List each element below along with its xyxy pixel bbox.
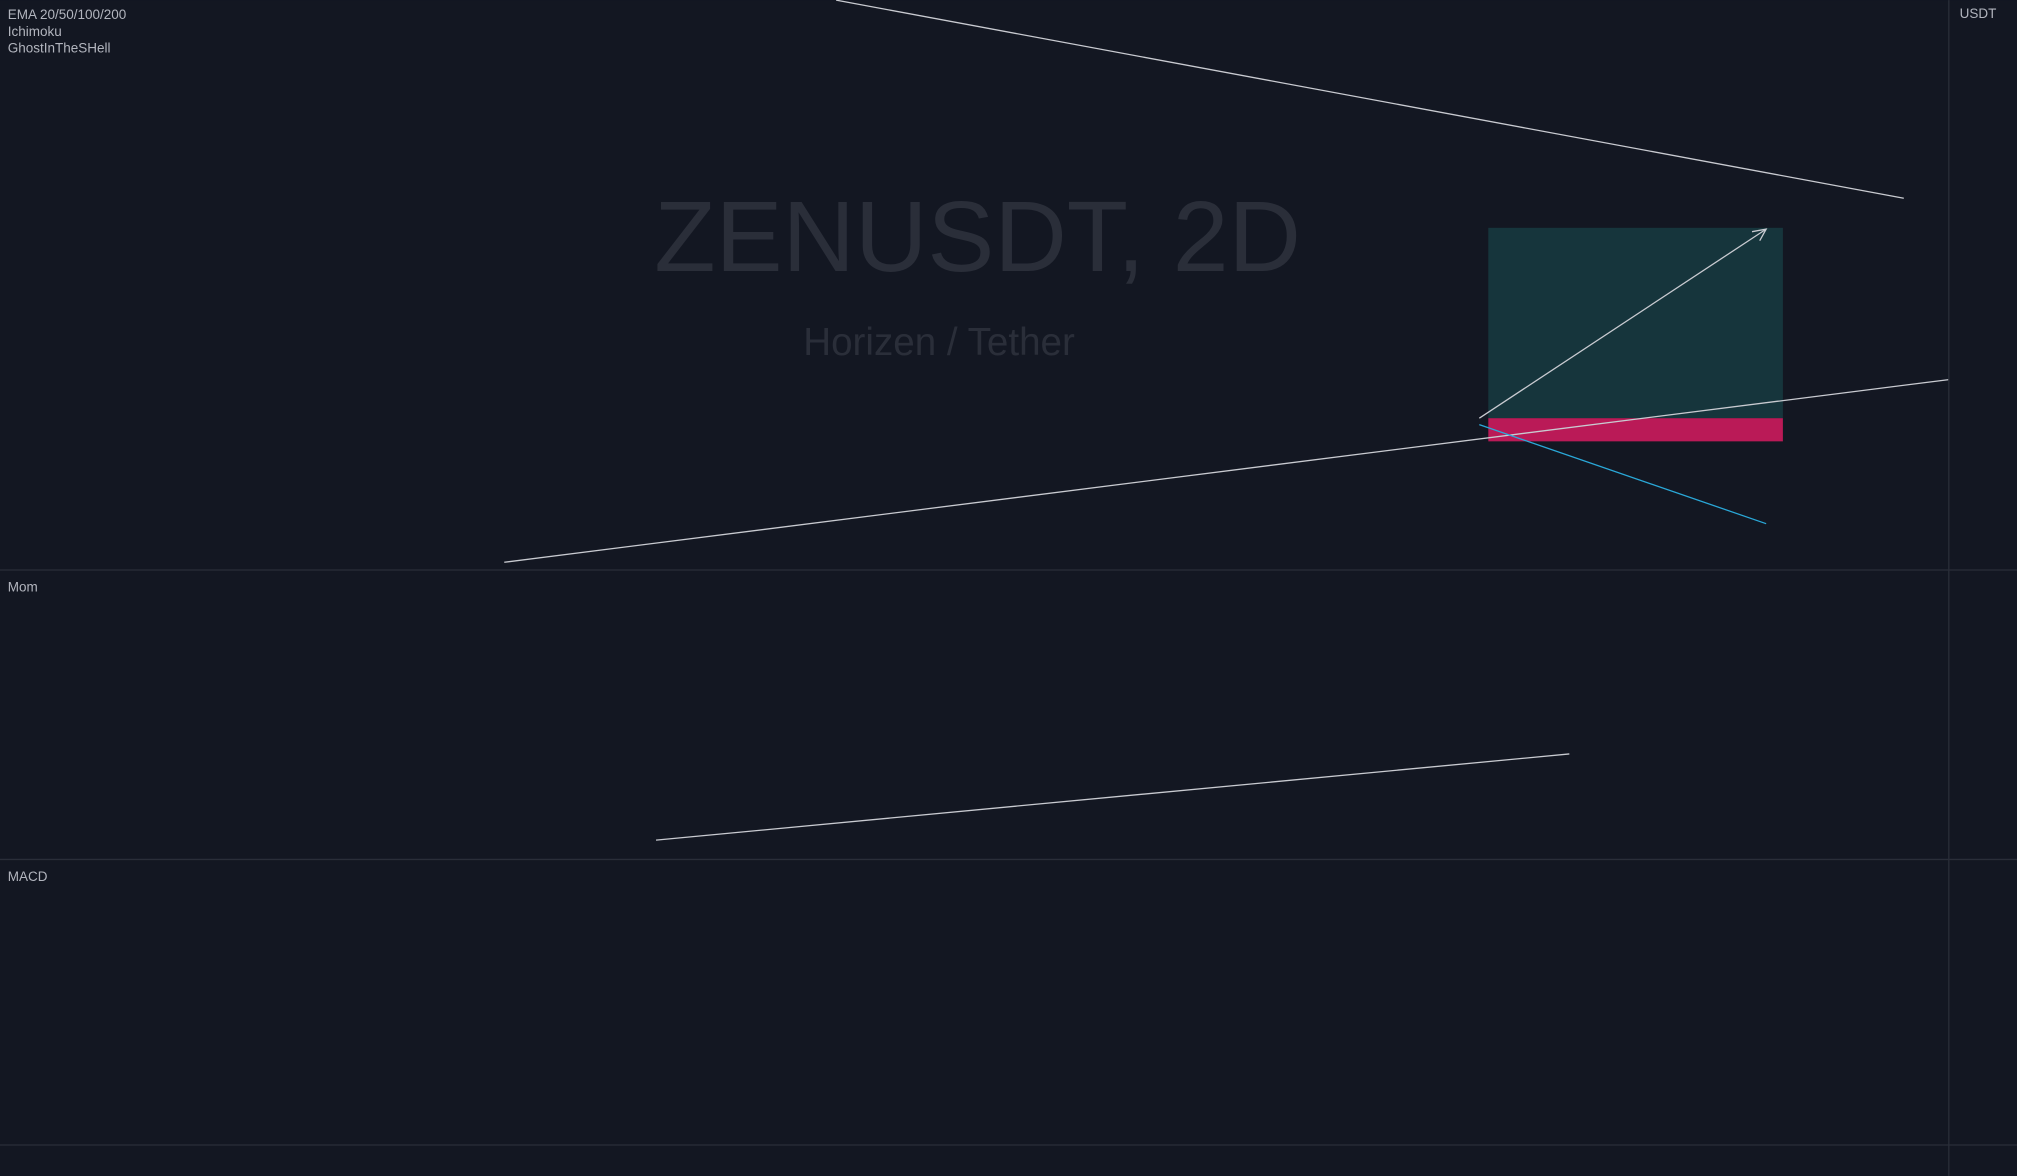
- trendline: [836, 0, 1904, 199]
- indicator-label: GhostInTheSHell: [8, 41, 111, 56]
- watermark-name: Horizen / Tether: [803, 321, 1075, 364]
- target-zone: [1488, 227, 1783, 419]
- pane-title: MACD: [8, 869, 48, 884]
- watermark-symbol: ZENUSDT, 2D: [654, 181, 1301, 293]
- trendline: [655, 753, 1570, 841]
- arrow-head: [1751, 228, 1768, 241]
- stop-zone: [1488, 418, 1783, 442]
- arrow: [1478, 228, 1767, 419]
- trendline: [504, 378, 1949, 563]
- indicator-label: EMA 20/50/100/200: [8, 7, 127, 22]
- indicator-label: Ichimoku: [8, 24, 62, 39]
- arrow: [1479, 424, 1767, 525]
- currency: USDT: [1960, 6, 1997, 21]
- drawings: [504, 0, 1949, 841]
- pane-title: Mom: [8, 580, 38, 595]
